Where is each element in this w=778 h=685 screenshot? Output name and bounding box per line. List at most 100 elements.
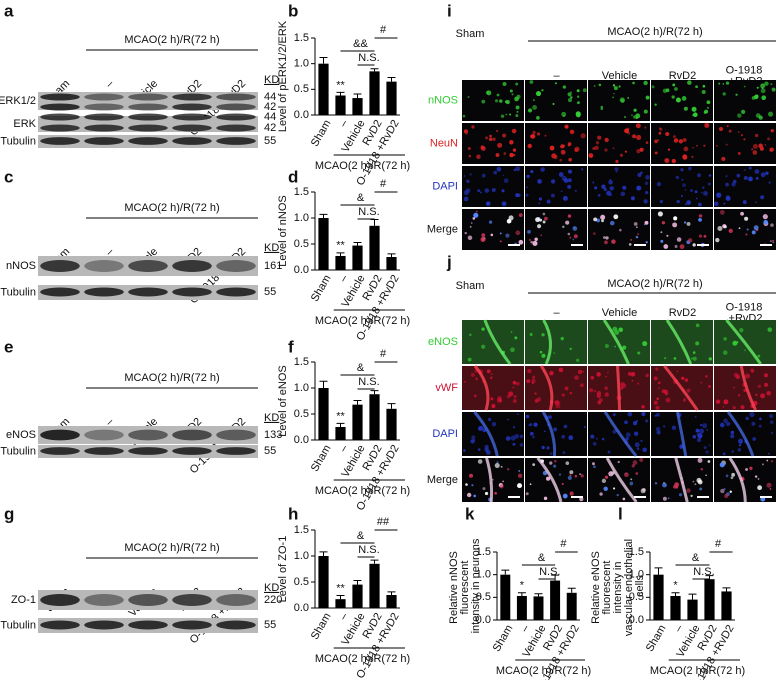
image-speckle (518, 470, 521, 472)
image-speckle (603, 486, 608, 491)
image-speckle (588, 153, 594, 158)
image-speckle (593, 232, 596, 235)
error-bar (688, 593, 697, 600)
image-speckle (593, 217, 598, 222)
image-speckle (767, 452, 770, 455)
image-speckle (715, 399, 721, 404)
vessel (536, 457, 563, 503)
image-speckle (502, 480, 505, 483)
image-speckle (596, 372, 601, 377)
image-speckle (582, 88, 587, 93)
image-speckle (477, 189, 481, 193)
image-speckle (642, 447, 647, 453)
image-speckle (565, 220, 570, 225)
error-bar (501, 569, 510, 575)
image-tile (462, 412, 524, 456)
blot-row-label: pERK1/2 (0, 95, 36, 107)
image-speckle (744, 216, 749, 221)
image-speckle (683, 398, 686, 402)
image-speckle (598, 83, 602, 87)
image-speckle (673, 485, 677, 489)
image-speckle (639, 458, 644, 463)
image-speckle (662, 496, 667, 501)
image-speckle (570, 91, 572, 94)
image-row-label: vWF (435, 382, 458, 394)
image-speckle (562, 451, 566, 454)
image-speckle (743, 176, 748, 180)
panel-letter: b (288, 1, 298, 20)
image-speckle (744, 373, 751, 379)
x-tick-label: Sham (644, 623, 669, 654)
image-speckle (676, 200, 680, 204)
image-speckle (537, 179, 542, 184)
y-tick-label: 1.5 (294, 186, 309, 198)
image-speckle (769, 487, 772, 490)
y-tick-label: 0.0 (629, 614, 644, 626)
blot-band (40, 260, 80, 272)
bar (335, 427, 346, 440)
image-speckle (572, 226, 578, 231)
image-speckle (708, 174, 712, 177)
image-speckle (636, 185, 642, 191)
image-speckle (503, 178, 509, 183)
image-speckle (723, 418, 728, 424)
image-speckle (725, 182, 729, 187)
image-speckle (733, 386, 736, 389)
image-speckle (582, 370, 585, 373)
image-speckle (558, 367, 564, 373)
image-speckle (635, 472, 639, 475)
group-label: MCAO(2 h)/R(72 h) (315, 653, 410, 665)
bar (687, 599, 698, 620)
image-speckle (540, 167, 545, 172)
image-speckle (515, 166, 521, 172)
significance-label: # (380, 24, 387, 36)
image-speckle (499, 484, 504, 489)
image-speckle (664, 357, 667, 360)
image-speckle (744, 349, 746, 352)
image-speckle (675, 486, 679, 489)
blot-band (84, 594, 124, 606)
image-speckle (580, 474, 584, 478)
image-speckle (467, 146, 471, 150)
image-speckle (742, 200, 747, 205)
image-speckle (505, 113, 508, 116)
image-speckle (695, 197, 698, 200)
significance-label: N.S. (693, 566, 714, 578)
image-speckle (684, 189, 687, 191)
image-speckle (568, 435, 574, 441)
image-speckle (735, 93, 738, 96)
significance-label: # (380, 348, 387, 360)
image-speckle (627, 371, 632, 376)
image-speckle (509, 152, 514, 158)
image-speckle (745, 416, 749, 421)
image-speckle (737, 394, 741, 397)
image-speckle (722, 405, 725, 408)
error-bar (336, 422, 345, 427)
image-speckle (700, 381, 703, 384)
image-speckle (558, 473, 562, 476)
kd-header: KD (264, 412, 279, 424)
image-speckle (593, 390, 597, 393)
blot-band (216, 594, 256, 606)
image-speckle (703, 144, 706, 147)
image-speckle (714, 201, 719, 206)
bar (318, 556, 329, 608)
panel-letter: k (465, 504, 475, 523)
blot-band (128, 287, 168, 297)
image-speckle (477, 459, 483, 464)
error-bar (387, 403, 396, 409)
image-speckle (686, 388, 691, 393)
blot-band (216, 113, 256, 121)
image-speckle (718, 82, 721, 85)
error-bar (353, 579, 362, 585)
image-speckle (583, 425, 587, 429)
image-speckle (662, 425, 666, 428)
image-speckle (543, 496, 548, 501)
image-speckle (482, 487, 486, 491)
image-speckle (691, 155, 694, 159)
image-speckle (580, 133, 586, 139)
bar (500, 574, 511, 620)
image-speckle (698, 214, 703, 218)
significance-label: N.S. (539, 566, 560, 578)
image-speckle (559, 158, 563, 162)
